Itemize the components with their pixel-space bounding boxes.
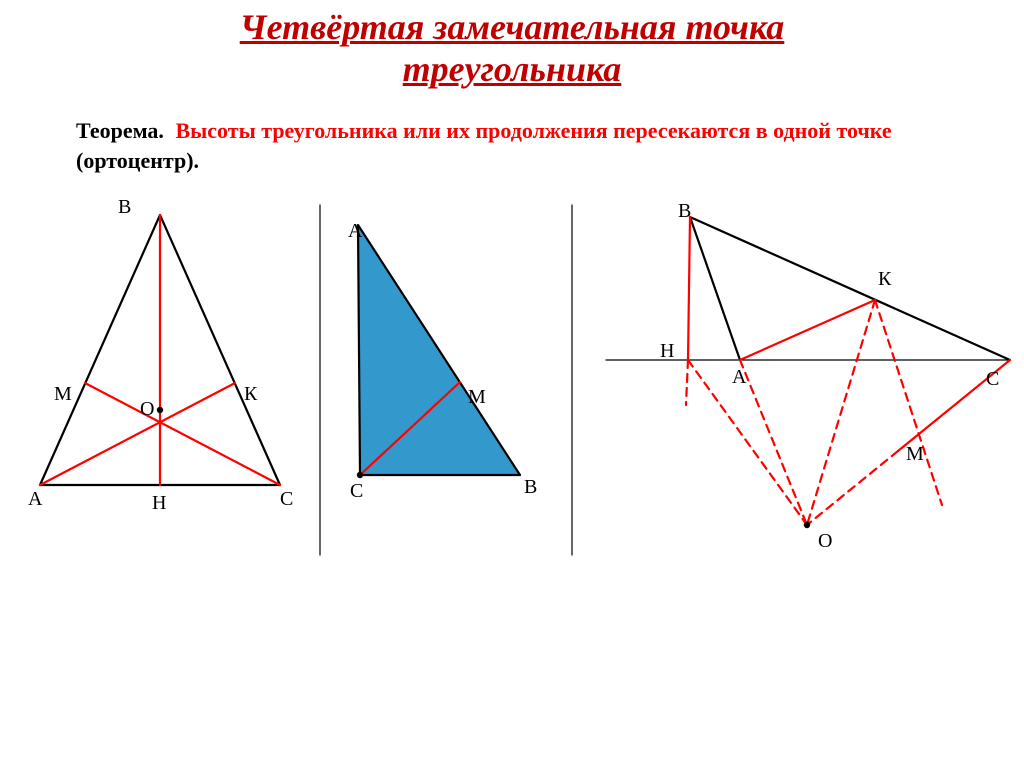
svg-text:Н: Н: [152, 492, 166, 514]
svg-text:М: М: [54, 383, 72, 405]
svg-text:О: О: [140, 398, 154, 420]
svg-text:О: О: [818, 530, 832, 552]
title-line1: Четвёртая замечательная точка: [240, 7, 785, 47]
svg-text:К: К: [878, 268, 892, 290]
theorem-text: Теорема. Высоты треугольника или их прод…: [76, 116, 984, 175]
svg-text:К: К: [244, 383, 258, 405]
svg-text:A: A: [732, 366, 747, 388]
svg-text:A: A: [28, 488, 43, 510]
diagrams-svg: A В C Н М К О A В C М A В C Н К М О: [0, 185, 1024, 745]
theorem-tail: (ортоцентр).: [76, 148, 199, 173]
slide-title: Четвёртая замечательная точка треугольни…: [0, 6, 1024, 91]
theorem-label: Теорема.: [76, 118, 164, 143]
diagrams-area: A В C Н М К О A В C М A В C Н К М О: [0, 185, 1024, 745]
svg-text:C: C: [986, 368, 999, 390]
svg-text:В: В: [524, 476, 537, 498]
svg-text:A: A: [348, 220, 363, 242]
title-line2: треугольника: [403, 49, 622, 89]
svg-text:В: В: [678, 200, 691, 222]
svg-text:C: C: [280, 488, 293, 510]
theorem-red: Высоты треугольника или их продолжения п…: [169, 118, 891, 143]
svg-text:Н: Н: [660, 340, 674, 362]
svg-text:М: М: [906, 443, 924, 465]
slide-canvas: Четвёртая замечательная точка треугольни…: [0, 0, 1024, 767]
svg-text:М: М: [468, 386, 486, 408]
svg-text:C: C: [350, 480, 363, 502]
svg-text:В: В: [118, 196, 131, 218]
